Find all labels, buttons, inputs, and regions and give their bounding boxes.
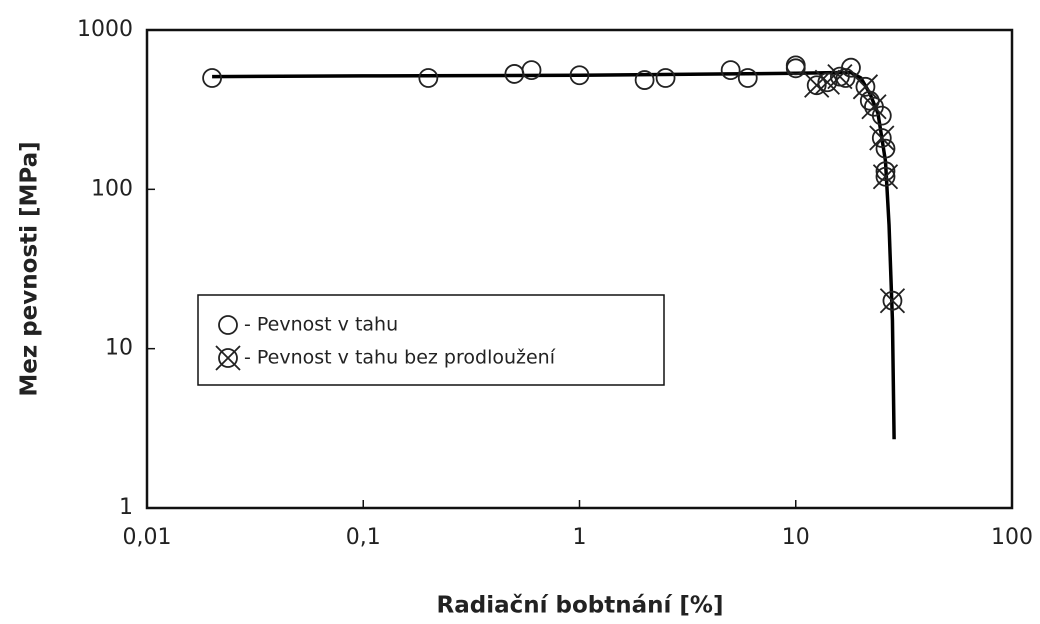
crossed-point (852, 74, 879, 100)
crossed-point (804, 72, 830, 98)
marker-cross (879, 288, 906, 314)
crossed-point (861, 94, 887, 120)
x-axis-title: Radiační bobtnání [%] (437, 593, 724, 619)
marker-cross (861, 94, 887, 120)
legend-label: - Pevnost v tahu bez prodloužení (244, 347, 556, 369)
y-tick-label: 100 (91, 176, 133, 201)
x-tick-label: 0,01 (123, 525, 172, 550)
marker-cross (814, 69, 840, 95)
crossed-point (814, 69, 840, 95)
crossed-point (872, 164, 899, 190)
marker-circle (806, 75, 827, 96)
point (655, 68, 676, 88)
marker-circle (871, 128, 892, 148)
marker-cross (852, 74, 879, 100)
marker-circle (218, 348, 238, 368)
marker-cross (869, 125, 895, 151)
point (875, 138, 896, 159)
legend-box (197, 294, 665, 386)
point (218, 315, 238, 335)
y-tick-label: 1000 (77, 17, 133, 42)
crossed-point (215, 345, 241, 371)
y-tick-label: 10 (105, 336, 133, 361)
x-tick-label: 0,1 (346, 525, 381, 550)
marker-cross (827, 63, 853, 90)
crossed-point (879, 288, 906, 314)
point (737, 68, 758, 88)
y-tick-label: 1 (119, 495, 133, 520)
point (634, 70, 655, 90)
x-tick-label: 1 (573, 525, 587, 550)
marker-cross (872, 164, 899, 190)
marker-circle (875, 166, 896, 187)
point (521, 60, 542, 81)
crossed-point (869, 125, 895, 151)
marker-circle (817, 72, 838, 93)
crossed-point (827, 63, 853, 90)
x-tick-label: 100 (991, 525, 1033, 550)
marker-circle (855, 76, 876, 97)
point (720, 60, 741, 81)
point (418, 68, 439, 88)
marker-cross (804, 72, 830, 98)
point (569, 65, 590, 86)
point (875, 161, 896, 182)
legend-label: - Pevnost v tahu (244, 314, 398, 336)
marker-cross (215, 345, 241, 371)
marker-circle (829, 66, 850, 87)
marker-circle (864, 96, 884, 117)
x-tick-label: 10 (782, 525, 810, 550)
y-axis-title: Mez pevnosti [MPa] (17, 141, 43, 396)
point (202, 68, 222, 88)
point (785, 55, 806, 76)
marker-circle (882, 290, 903, 311)
